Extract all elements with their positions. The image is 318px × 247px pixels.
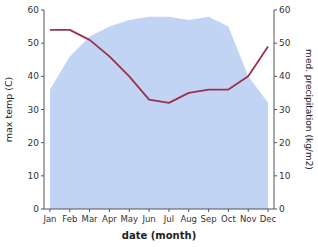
x-tick xyxy=(268,209,269,212)
y-tick-label: 40 xyxy=(28,71,40,81)
x-tick xyxy=(69,209,70,212)
y2-tick xyxy=(274,142,277,143)
x-tick-label: Sep xyxy=(201,214,217,224)
x-tick-label: Feb xyxy=(62,214,77,224)
x-axis-line xyxy=(44,209,274,210)
y-tick-label: 0 xyxy=(33,204,39,214)
y2-tick xyxy=(274,175,277,176)
x-axis-label: date (month) xyxy=(122,230,196,241)
y-axis-label: max temp (C) xyxy=(3,77,14,143)
x-tick-label: Jun xyxy=(141,214,155,224)
y-tick xyxy=(41,142,44,143)
y-tick xyxy=(41,43,44,44)
temperature-line xyxy=(50,30,268,103)
y2-tick xyxy=(274,43,277,44)
precipitation-area xyxy=(50,17,268,209)
y2-tick-label: 60 xyxy=(279,5,291,15)
y-tick xyxy=(41,109,44,110)
y2-tick-label: 40 xyxy=(279,71,291,81)
y-tick-label: 30 xyxy=(28,105,40,115)
y-tick-label: 60 xyxy=(28,5,40,15)
x-tick xyxy=(228,209,229,212)
x-tick xyxy=(49,209,50,212)
y-tick-label: 50 xyxy=(28,38,40,48)
y2-tick xyxy=(274,209,277,210)
y2-tick-label: 50 xyxy=(279,38,291,48)
y-tick xyxy=(41,175,44,176)
y2-axis-label: med. precipitation (kg/m2) xyxy=(304,49,314,170)
x-tick xyxy=(129,209,130,212)
chart: 0 10 20 30 40 50 60 0 10 20 30 40 50 60 Jan Feb MarAprMa… xyxy=(0,0,318,247)
x-tick xyxy=(208,209,209,212)
y2-tick-label: 10 xyxy=(279,171,291,181)
x-tick xyxy=(149,209,150,212)
x-tick xyxy=(109,209,110,212)
x-tick-label: Jul xyxy=(163,214,174,224)
x-tick xyxy=(89,209,90,212)
y2-tick xyxy=(274,76,277,77)
y-tick-label: 10 xyxy=(28,171,40,181)
y-tick-label: 20 xyxy=(28,138,40,148)
x-tick-label: May xyxy=(120,214,138,224)
y2-tick xyxy=(274,109,277,110)
plot-area xyxy=(50,17,268,209)
y-tick xyxy=(41,10,44,11)
x-tick-label: Jan xyxy=(42,214,56,224)
x-tick-label: Mar xyxy=(82,214,99,224)
x-tick-label: Nov xyxy=(240,214,257,224)
x-tick xyxy=(188,209,189,212)
x-tick xyxy=(248,209,249,212)
x-tick xyxy=(168,209,169,212)
y2-tick-label: 30 xyxy=(279,105,291,115)
x-tick-label: Oct xyxy=(221,214,236,224)
x-tick-label: Dec xyxy=(260,214,277,224)
y2-tick xyxy=(274,10,277,11)
y2-tick-label: 0 xyxy=(279,204,285,214)
x-tick-label: Aug xyxy=(180,214,197,224)
y-tick xyxy=(41,209,44,210)
y2-tick-label: 20 xyxy=(279,138,291,148)
y-tick xyxy=(41,76,44,77)
x-tick-label: Apr xyxy=(102,214,117,224)
